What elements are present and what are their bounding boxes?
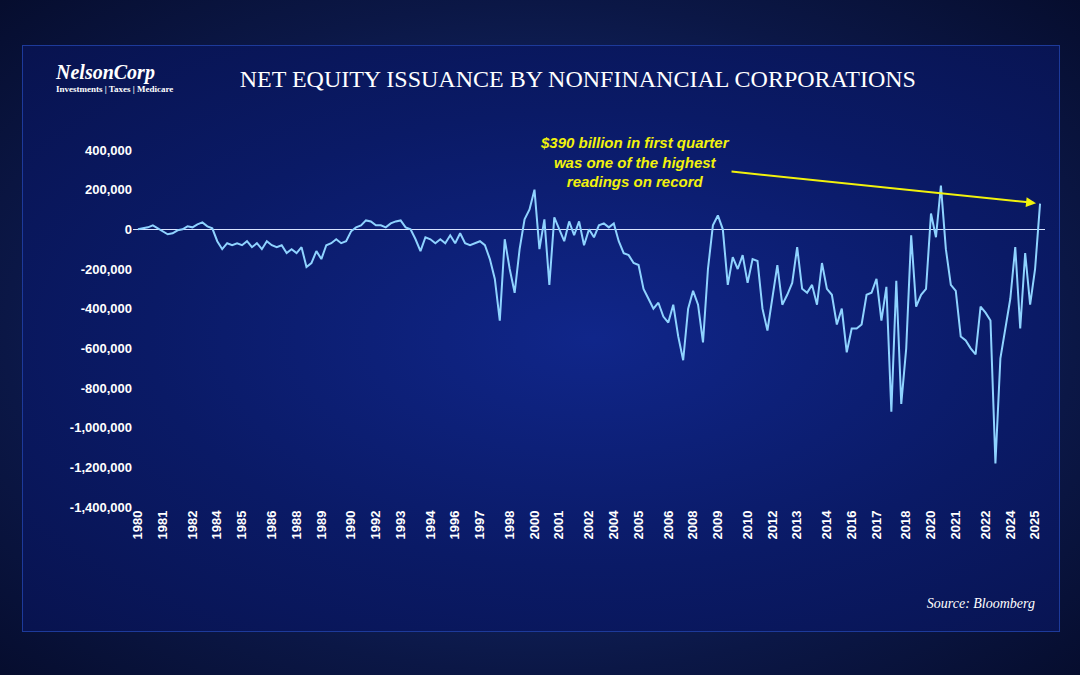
- svg-text:2004: 2004: [606, 510, 621, 540]
- svg-text:1982: 1982: [185, 511, 200, 540]
- svg-text:1985: 1985: [234, 511, 249, 540]
- svg-text:1980: 1980: [130, 511, 145, 540]
- svg-text:2006: 2006: [661, 511, 676, 540]
- svg-text:-1,200,000: -1,200,000: [70, 460, 132, 475]
- svg-text:1993: 1993: [393, 511, 408, 540]
- svg-text:2010: 2010: [740, 511, 755, 540]
- svg-text:2016: 2016: [844, 511, 859, 540]
- svg-text:400,000: 400,000: [85, 143, 132, 158]
- svg-text:2000: 2000: [527, 511, 542, 540]
- svg-text:2021: 2021: [948, 511, 963, 540]
- svg-text:2005: 2005: [631, 511, 646, 540]
- svg-text:-200,000: -200,000: [81, 262, 132, 277]
- svg-text:2025: 2025: [1027, 511, 1042, 540]
- svg-text:-1,400,000: -1,400,000: [70, 500, 132, 515]
- svg-text:2008: 2008: [685, 511, 700, 540]
- svg-text:2014: 2014: [819, 510, 834, 540]
- svg-text:NET EQUITY ISSUANCE BY NONFINA: NET EQUITY ISSUANCE BY NONFINANCIAL CORP…: [240, 66, 916, 92]
- svg-text:1988: 1988: [289, 511, 304, 540]
- svg-text:1996: 1996: [447, 511, 462, 540]
- svg-text:-800,000: -800,000: [81, 381, 132, 396]
- svg-text:2001: 2001: [551, 511, 566, 540]
- svg-text:2018: 2018: [898, 511, 913, 540]
- svg-text:-400,000: -400,000: [81, 301, 132, 316]
- svg-text:1994: 1994: [423, 510, 438, 540]
- svg-text:2013: 2013: [789, 511, 804, 540]
- html-text:Source: Bloomberg: Source: Bloomberg: [926, 596, 1035, 611]
- svg-text:$390 billion in first quarterw: $390 billion in first quarterwas one of …: [540, 134, 730, 190]
- svg-text:2024: 2024: [1003, 510, 1018, 540]
- svg-text:1984: 1984: [209, 510, 224, 540]
- svg-text:2022: 2022: [978, 511, 993, 540]
- svg-text:200,000: 200,000: [85, 182, 132, 197]
- svg-text:1986: 1986: [264, 511, 279, 540]
- svg-text:-600,000: -600,000: [81, 341, 132, 356]
- svg-text:2017: 2017: [869, 511, 884, 540]
- svg-text:0: 0: [125, 222, 132, 237]
- svg-text:-1,000,000: -1,000,000: [70, 420, 132, 435]
- svg-text:2020: 2020: [923, 511, 938, 540]
- html-text:Investments | Taxes | Medicare: Investments | Taxes | Medicare: [56, 84, 174, 94]
- svg-text:1989: 1989: [314, 511, 329, 540]
- svg-text:2009: 2009: [710, 511, 725, 540]
- html-text:NelsonCorp: NelsonCorp: [56, 61, 155, 83]
- svg-text:2012: 2012: [765, 511, 780, 540]
- svg-text:2002: 2002: [581, 511, 596, 540]
- svg-text:1981: 1981: [155, 511, 170, 540]
- svg-text:1998: 1998: [502, 511, 517, 540]
- svg-text:1997: 1997: [472, 511, 487, 540]
- svg-text:1990: 1990: [343, 511, 358, 540]
- svg-text:1992: 1992: [368, 511, 383, 540]
